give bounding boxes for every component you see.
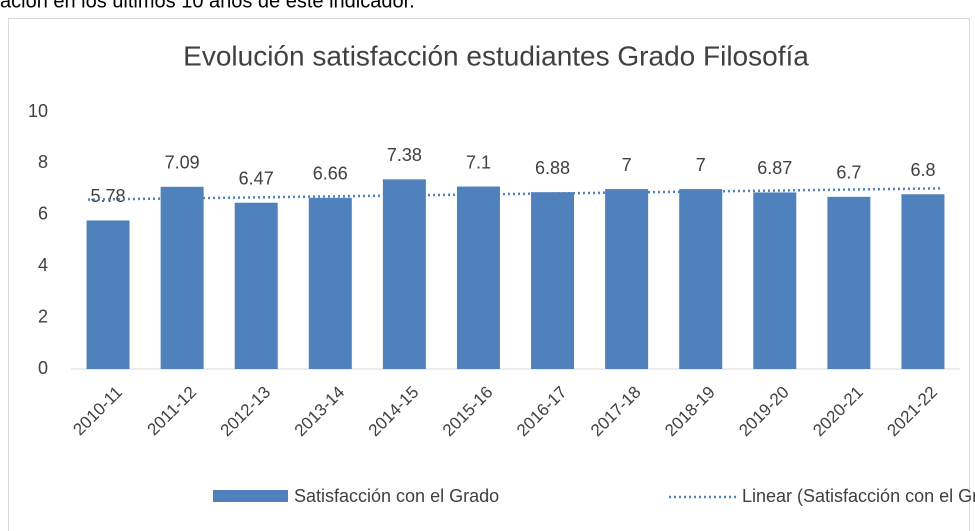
y-tick-label: 2 <box>38 306 48 326</box>
data-label: 6.8 <box>910 160 935 180</box>
data-label: 6.66 <box>313 164 348 184</box>
data-label: 7.1 <box>466 152 491 172</box>
data-label: 7.09 <box>165 153 200 173</box>
bar <box>679 189 723 369</box>
data-label: 7 <box>622 155 632 175</box>
y-tick-label: 10 <box>28 101 48 121</box>
bar <box>234 202 278 369</box>
data-label: 6.88 <box>535 158 570 178</box>
bar <box>531 192 575 369</box>
data-label: 6.87 <box>757 158 792 178</box>
legend-swatch <box>213 490 288 502</box>
bar <box>160 186 204 369</box>
bar <box>827 196 871 369</box>
data-label: 7 <box>696 155 706 175</box>
y-tick-label: 0 <box>38 358 48 378</box>
y-tick-label: 8 <box>38 152 48 172</box>
header-text: ación en los últimos 10 años de este ind… <box>0 0 415 12</box>
data-label: 6.47 <box>239 168 274 188</box>
bar <box>308 197 352 369</box>
bar <box>456 186 500 369</box>
legend-label: Linear (Satisfacción con el Grado) <box>742 486 975 506</box>
bar <box>753 192 797 369</box>
bar <box>86 220 130 369</box>
bar <box>382 179 426 369</box>
y-tick-label: 6 <box>38 204 48 224</box>
chart-title: Evolución satisfacción estudiantes Grado… <box>183 40 809 71</box>
data-label: 7.38 <box>387 145 422 165</box>
data-label: 5.78 <box>91 186 126 206</box>
data-label: 6.7 <box>836 163 861 183</box>
legend-label: Satisfacción con el Grado <box>294 486 499 506</box>
bar <box>901 194 945 369</box>
bar <box>605 189 649 369</box>
y-tick-label: 4 <box>38 255 48 275</box>
